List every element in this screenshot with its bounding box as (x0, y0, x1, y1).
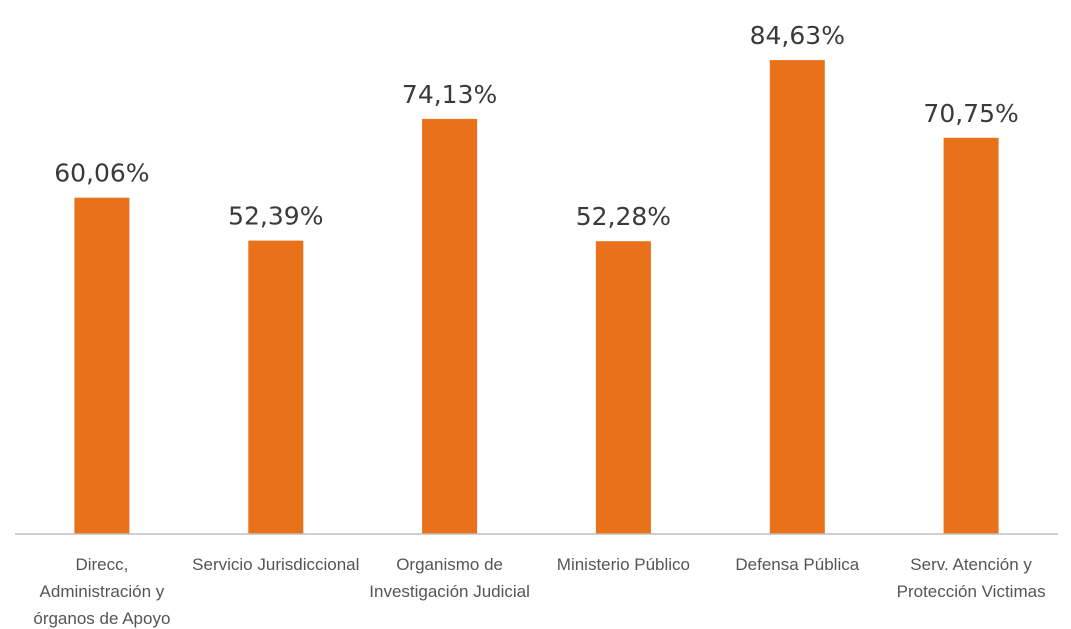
category-tick-label: Serv. Atención y Protección Victimas (897, 555, 1046, 601)
category-tick-label: Defensa Pública (735, 555, 859, 574)
bar (943, 137, 999, 535)
category-tick-label-line: Protección Victimas (897, 582, 1046, 601)
bar (248, 240, 304, 534)
bar-value-label: 74,13% (402, 80, 497, 109)
category-tick-label-line: Defensa Pública (735, 555, 859, 574)
category-labels-layer: Direcc, Administración y órganos de Apoyo S… (33, 555, 1045, 628)
bar-value-label: 60,06% (54, 159, 149, 188)
category-tick-label: Direcc, Administración y órganos de Apoyo (33, 555, 170, 628)
bar-value-label: 52,39% (228, 202, 323, 231)
bars-layer (74, 60, 999, 535)
value-labels-layer: 60,06% 52,39% 74,13% 52,28% 84,63% 70,75% (54, 21, 1019, 231)
category-tick-label: Servicio Jurisdiccional (192, 555, 359, 574)
bar (769, 60, 825, 534)
category-tick-label-line: Administración y (40, 582, 165, 601)
category-tick-label-line: Ministerio Público (557, 555, 690, 574)
bar-value-label: 84,63% (750, 21, 845, 50)
category-tick-label: Ministerio Público (557, 555, 690, 574)
category-tick-label-line: Direcc, (75, 555, 128, 574)
bar-value-label: 52,28% (576, 202, 671, 231)
bar (422, 118, 478, 535)
category-tick-label-line: Organismo de (396, 555, 503, 574)
category-tick-label-line: Servicio Jurisdiccional (192, 555, 359, 574)
bar-value-label: 70,75% (923, 99, 1018, 128)
category-tick-label-line: Investigación Judicial (369, 582, 530, 601)
category-tick-label-line: órganos de Apoyo (33, 609, 170, 628)
category-tick-label: Organismo de Investigación Judicial (369, 555, 530, 601)
bar (74, 197, 130, 534)
category-tick-label-line: Serv. Atención y (910, 555, 1032, 574)
bar (595, 241, 651, 534)
